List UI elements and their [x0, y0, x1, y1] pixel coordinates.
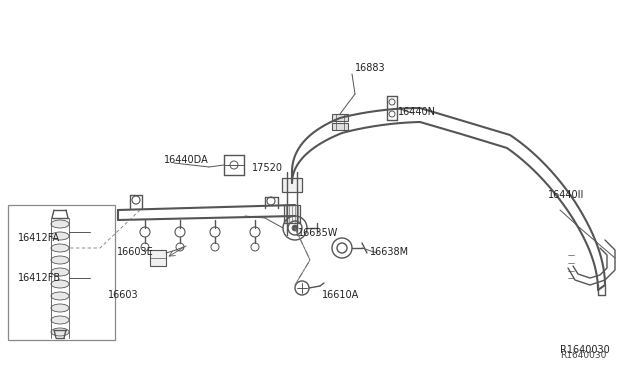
- Text: 16883: 16883: [355, 63, 386, 73]
- Text: 16635W: 16635W: [298, 228, 339, 238]
- Ellipse shape: [51, 268, 69, 276]
- Text: 17520: 17520: [252, 163, 283, 173]
- Bar: [8, 205, 115, 340]
- Ellipse shape: [51, 328, 69, 336]
- Ellipse shape: [51, 292, 69, 300]
- Text: 16610A: 16610A: [322, 290, 359, 300]
- Ellipse shape: [51, 244, 69, 252]
- Bar: [284, 205, 300, 223]
- Bar: [332, 123, 348, 130]
- Ellipse shape: [51, 280, 69, 288]
- Circle shape: [292, 225, 298, 231]
- Text: 16603: 16603: [108, 290, 139, 300]
- Bar: [282, 178, 302, 192]
- Text: 16412FB: 16412FB: [18, 273, 61, 283]
- Text: R1640030: R1640030: [560, 345, 610, 355]
- Ellipse shape: [51, 232, 69, 240]
- Bar: [332, 114, 348, 121]
- Text: R1640030: R1640030: [560, 350, 606, 359]
- Ellipse shape: [51, 256, 69, 264]
- Text: 16440DA: 16440DA: [164, 155, 209, 165]
- Ellipse shape: [51, 304, 69, 312]
- Text: 16638M: 16638M: [370, 247, 409, 257]
- Bar: [150, 250, 166, 266]
- Text: 16603E: 16603E: [117, 247, 154, 257]
- Text: 16440II: 16440II: [548, 190, 584, 200]
- Text: 16440N: 16440N: [398, 107, 436, 117]
- Ellipse shape: [51, 316, 69, 324]
- Text: 16412FA: 16412FA: [18, 233, 60, 243]
- Ellipse shape: [51, 220, 69, 228]
